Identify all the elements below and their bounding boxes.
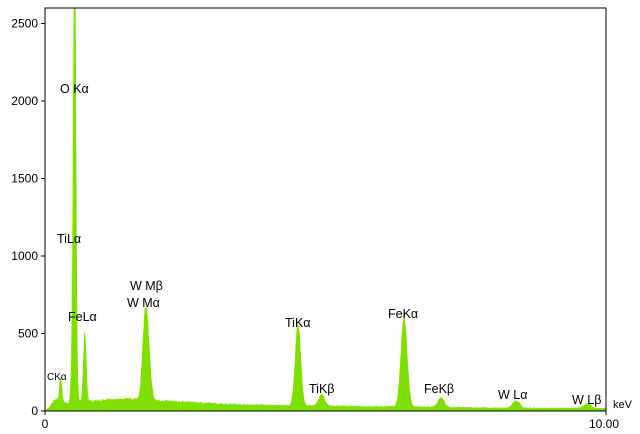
y-tick-label-2500: 2500 (11, 17, 38, 31)
peak-label-6: TiKα (285, 316, 311, 330)
peak-label-8: FeKα (388, 307, 418, 321)
peak-label-5: CKα (47, 372, 67, 383)
peak-label-2: W Mβ (130, 279, 163, 293)
peak-label-10: W Lα (498, 388, 527, 402)
spectrum-area (44, 7, 607, 412)
x-unit-label: keV (613, 399, 633, 411)
y-tick-label-2000: 2000 (11, 94, 38, 108)
spectrum-series (44, 7, 607, 412)
peak-label-1: TiLα (57, 232, 81, 246)
y-tick-label-0: 0 (31, 404, 38, 418)
x-tick-label-0: 0 (42, 417, 49, 431)
peak-label-7: TiKβ (309, 382, 334, 396)
y-tick-label-500: 500 (18, 327, 38, 341)
peak-label-3: W Mα (127, 296, 160, 310)
peak-label-11: W Lβ (572, 393, 601, 407)
axes (44, 7, 607, 412)
ticks: 0 500 1000 1500 2000 2500 0 10.00 keV (11, 17, 632, 432)
peak-label-4: FeLα (68, 310, 97, 324)
y-tick-label-1000: 1000 (11, 249, 38, 263)
x-tick-label-10: 10.00 (589, 417, 619, 431)
peak-label-9: FeKβ (424, 382, 454, 396)
y-tick-label-1500: 1500 (11, 172, 38, 186)
peak-label-0: O Kα (60, 82, 89, 96)
peak-labels: O Kα TiLα W Mβ W Mα FeLα CKα TiKα TiKβ FeKα FeKβ W… (47, 82, 601, 407)
plot-frame (44, 7, 607, 412)
